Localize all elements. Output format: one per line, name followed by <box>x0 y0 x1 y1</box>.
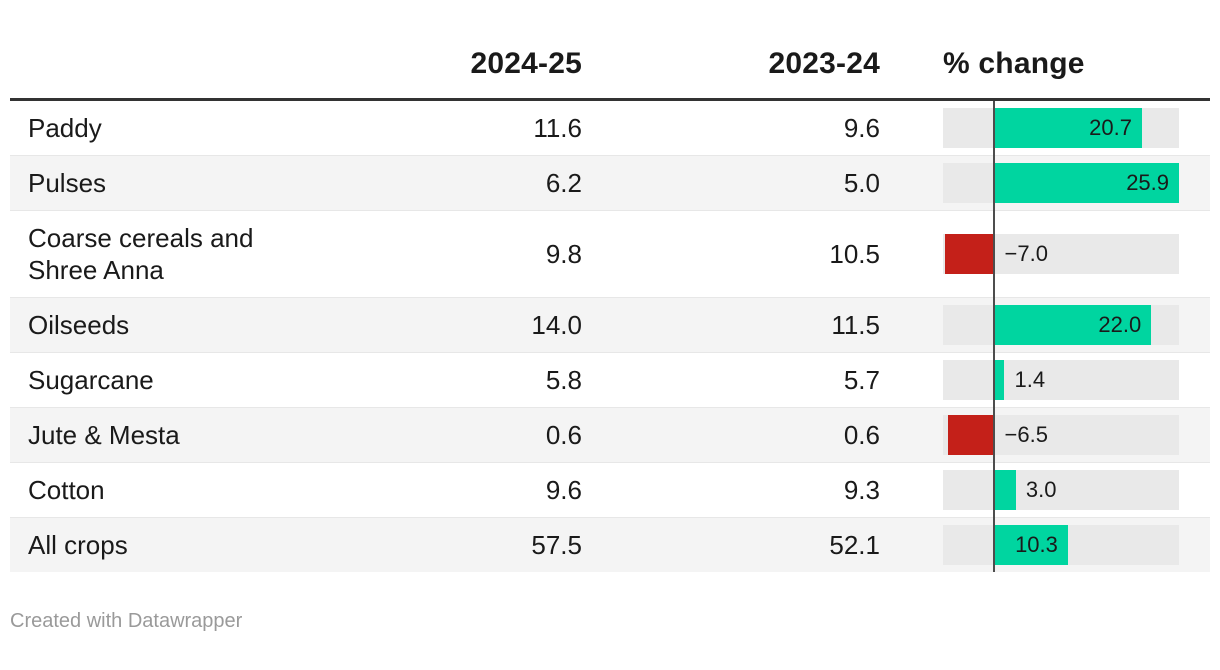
negative-change-bar <box>944 234 995 274</box>
negative-change-bar <box>948 415 995 455</box>
row-label: Cotton <box>28 475 105 505</box>
row-label: Coarse cereals and Shree Anna <box>28 223 254 285</box>
table-row: All crops 57.5 52.1 10.3 <box>10 517 1210 572</box>
change-bar-cell: 3.0 <box>890 470 1210 510</box>
bar-track: 3.0 <box>943 470 1179 510</box>
bar-track: 20.7 <box>943 108 1179 148</box>
crop-production-table: 2024-25 2023-24 % change Paddy 11.6 9.6 20.… <box>10 30 1210 633</box>
row-label-cell: Cotton <box>10 463 330 517</box>
table-row: Paddy 11.6 9.6 20.7 <box>10 101 1210 155</box>
change-bar-cell: −6.5 <box>890 415 1210 455</box>
change-bar-cell: 10.3 <box>890 525 1210 565</box>
value-2024-25: 11.6 <box>533 112 582 143</box>
table-row: Coarse cereals and Shree Anna 9.8 10.5 −7.0 <box>10 210 1210 297</box>
row-label: Oilseeds <box>28 310 130 340</box>
value-2024-25: 14.0 <box>531 309 582 340</box>
value-2024-25: 57.5 <box>531 529 582 560</box>
positive-change-bar <box>994 305 1152 345</box>
header-percent-change: % change <box>943 47 1085 80</box>
bar-track: 25.9 <box>943 163 1179 203</box>
change-bar-cell: 1.4 <box>890 360 1210 400</box>
row-label: All crops <box>28 530 128 560</box>
value-2023-24: 9.3 <box>843 474 880 505</box>
table-body: Paddy 11.6 9.6 20.7 Pulses 6.2 5.0 25.9 Coarse c… <box>10 101 1210 572</box>
value-2024-25: 0.6 <box>545 419 582 450</box>
change-value-label: 1.4 <box>1014 367 1046 392</box>
row-label: Sugarcane <box>28 365 154 395</box>
table-header-row: 2024-25 2023-24 % change <box>10 30 1210 101</box>
row-label: Jute & Mesta <box>28 420 180 450</box>
table-row: Sugarcane 5.8 5.7 1.4 <box>10 352 1210 407</box>
zero-axis-line <box>993 101 995 572</box>
change-value-label: 20.7 <box>1089 115 1132 140</box>
row-label-cell: Oilseeds <box>10 298 330 352</box>
header-2024-25: 2024-25 <box>470 47 582 80</box>
datawrapper-credit-link[interactable]: Created with Datawrapper <box>10 610 243 632</box>
value-2023-24: 52.1 <box>829 529 880 560</box>
table-row: Oilseeds 14.0 11.5 22.0 <box>10 297 1210 352</box>
chart-footer: Created with Datawrapper <box>10 610 1210 633</box>
change-value-label: 22.0 <box>1098 312 1142 337</box>
value-2023-24: 10.5 <box>829 238 880 269</box>
value-2024-25: 9.6 <box>545 474 582 505</box>
change-value-label: −7.0 <box>1004 241 1048 266</box>
positive-change-bar <box>994 470 1016 510</box>
value-2024-25: 6.2 <box>545 167 582 198</box>
row-label: Pulses <box>28 168 107 198</box>
positive-change-bar <box>994 525 1068 565</box>
value-2023-24: 9.6 <box>843 112 880 143</box>
row-label-cell: Paddy <box>10 101 330 155</box>
value-2023-24: 0.6 <box>843 419 880 450</box>
value-2023-24: 11.5 <box>831 309 880 340</box>
change-value-label: 25.9 <box>1126 170 1170 195</box>
change-value-label: 10.3 <box>1015 532 1058 557</box>
change-bar-cell: 22.0 <box>890 305 1210 345</box>
positive-change-bar <box>994 108 1142 148</box>
header-crop-column <box>10 53 330 75</box>
row-label-cell: All crops <box>10 518 330 572</box>
bar-track: 1.4 <box>943 360 1179 400</box>
change-bar-cell: −7.0 <box>890 234 1210 274</box>
change-value-label: −6.5 <box>1004 422 1048 447</box>
positive-change-bar <box>994 163 1179 203</box>
positive-change-bar <box>994 360 1005 400</box>
value-2023-24: 5.7 <box>843 364 880 395</box>
table-row: Cotton 9.6 9.3 3.0 <box>10 462 1210 517</box>
bar-track: 22.0 <box>943 305 1179 345</box>
header-2023-24: 2023-24 <box>768 47 880 80</box>
row-label-cell: Pulses <box>10 156 330 210</box>
row-label-cell: Sugarcane <box>10 353 330 407</box>
change-bar-cell: 25.9 <box>890 163 1210 203</box>
change-value-label: 3.0 <box>1025 477 1057 502</box>
bar-track: −7.0 <box>943 234 1179 274</box>
bar-track: −6.5 <box>943 415 1179 455</box>
table-row: Jute & Mesta 0.6 0.6 −6.5 <box>10 407 1210 462</box>
row-label-cell: Jute & Mesta <box>10 408 330 462</box>
table-row: Pulses 6.2 5.0 25.9 <box>10 155 1210 210</box>
bar-track: 10.3 <box>943 525 1179 565</box>
value-2023-24: 5.0 <box>843 167 880 198</box>
value-2024-25: 9.8 <box>545 238 582 269</box>
value-2024-25: 5.8 <box>545 364 582 395</box>
row-label-cell: Coarse cereals and Shree Anna <box>10 211 330 297</box>
change-bar-cell: 20.7 <box>890 108 1210 148</box>
row-label: Paddy <box>28 113 102 143</box>
